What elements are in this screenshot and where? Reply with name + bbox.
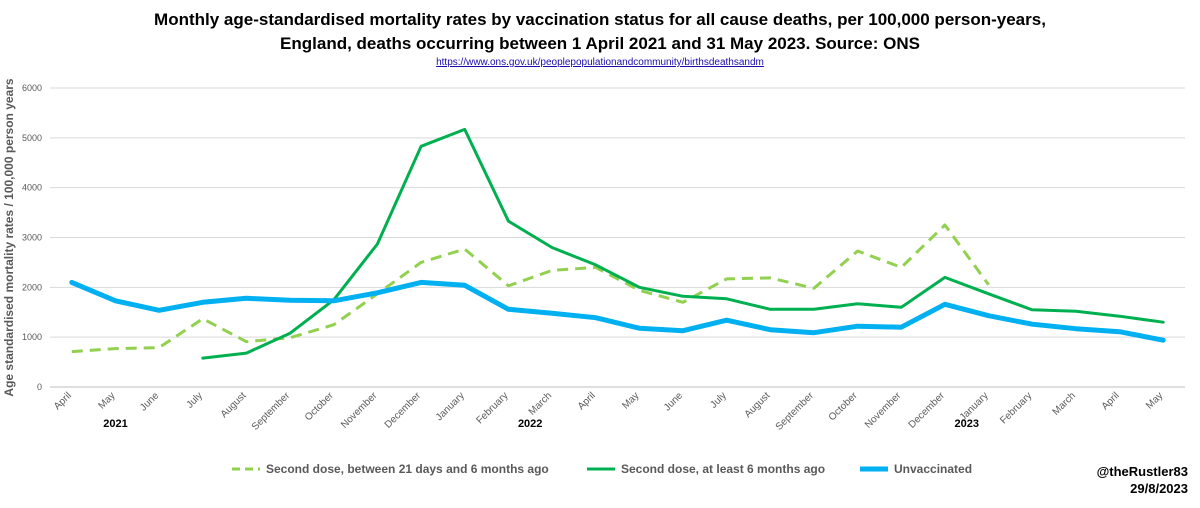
year-label: 2021: [103, 418, 127, 430]
series-line-3: [69, 279, 1166, 343]
x-tick-label: June: [138, 390, 161, 413]
x-tick-label: September: [250, 390, 293, 433]
y-tick-label: 4000: [22, 183, 42, 193]
x-tick-label: March: [1051, 390, 1078, 417]
x-tick-label: October: [303, 390, 336, 423]
series-line-2: [201, 127, 1165, 360]
author-handle: @theRustler83: [1096, 464, 1188, 479]
x-tick-label: November: [863, 390, 904, 431]
credit-date: 29/8/2023: [1130, 481, 1188, 496]
x-tick-label: July: [708, 390, 728, 410]
x-tick-label: June: [662, 390, 685, 413]
y-tick-label: 5000: [22, 133, 42, 143]
y-tick-label: 2000: [22, 282, 42, 292]
x-tick-label: August: [743, 390, 773, 420]
y-tick-label: 1000: [22, 332, 42, 342]
legend-label-2: Second dose, at least 6 months ago: [621, 462, 825, 476]
x-tick-label: April: [52, 390, 74, 412]
y-axis-title: Age standardised mortality rates / 100,0…: [2, 78, 16, 396]
chart-title-line-1: Monthly age-standardised mortality rates…: [154, 10, 1046, 29]
x-tick-label: September: [774, 390, 817, 433]
x-tick-label: January: [434, 390, 467, 423]
year-label: 2022: [518, 418, 542, 430]
x-tick-label: December: [907, 390, 948, 431]
x-tick-label: December: [383, 390, 424, 431]
legend-label-1: Second dose, between 21 days and 6 month…: [266, 462, 549, 476]
x-tick-label: May: [620, 390, 641, 411]
x-tick-label: October: [827, 390, 860, 423]
legend-label-3: Unvaccinated: [894, 462, 972, 476]
y-tick-label: 6000: [22, 83, 42, 93]
x-tick-label: March: [527, 390, 554, 417]
y-tick-label: 0: [37, 382, 42, 392]
year-label: 2023: [954, 418, 978, 430]
chart-title: Monthly age-standardised mortality rates…: [0, 8, 1200, 56]
chart-title-line-2: England, deaths occurring between 1 Apri…: [280, 34, 920, 53]
x-tick-label: February: [474, 390, 510, 426]
author-credit: @theRustler83 29/8/2023: [1097, 463, 1188, 497]
series-line-1: [71, 223, 990, 354]
x-tick-label: May: [96, 390, 117, 411]
x-tick-label: August: [219, 390, 249, 420]
x-tick-label: April: [576, 390, 598, 412]
x-tick-label: July: [185, 390, 205, 410]
y-tick-label: 3000: [22, 233, 42, 243]
source-link[interactable]: https://www.ons.gov.uk/peoplepopulationa…: [436, 57, 764, 68]
x-tick-label: April: [1100, 390, 1122, 412]
x-tick-label: May: [1144, 390, 1165, 411]
x-tick-label: February: [998, 390, 1034, 426]
x-tick-label: November: [339, 390, 380, 431]
